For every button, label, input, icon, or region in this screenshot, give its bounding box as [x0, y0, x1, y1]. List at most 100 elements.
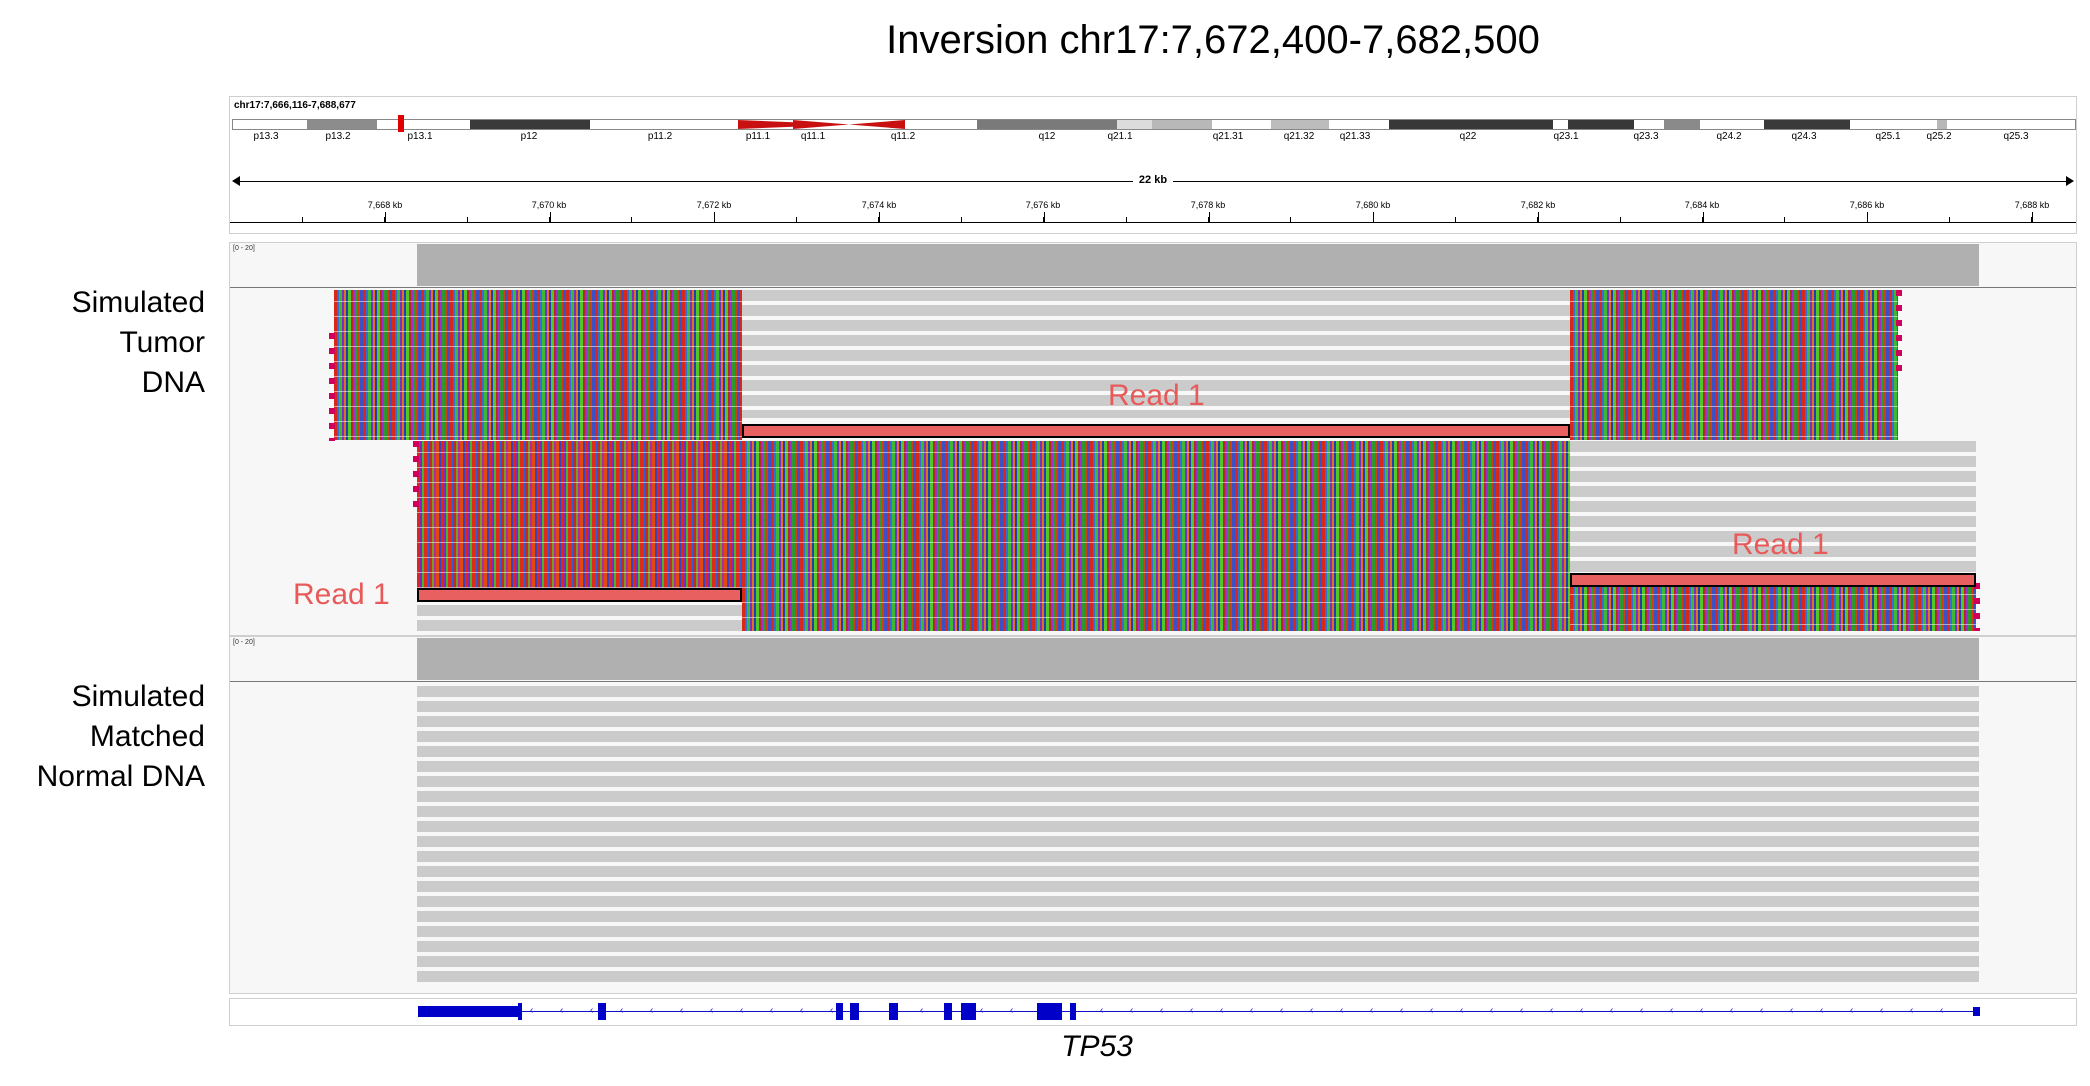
coverage-separator	[230, 287, 2076, 288]
band-label: q12	[1038, 131, 1056, 142]
ruler-major-tick	[385, 212, 386, 222]
strand-chevron-icon: ‹	[1580, 1005, 1584, 1016]
strand-chevron-icon: ‹	[1940, 1005, 1944, 1016]
strand-chevron-icon: ‹	[1190, 1005, 1194, 1016]
tumor-coverage-bar[interactable]	[417, 244, 1979, 286]
gene-exon[interactable]	[1037, 1003, 1059, 1020]
strand-chevron-icon: ‹	[1850, 1005, 1854, 1016]
strand-chevron-icon: ‹	[1550, 1005, 1554, 1016]
gene-exon[interactable]	[944, 1003, 952, 1020]
strand-chevron-icon: ‹	[1340, 1005, 1344, 1016]
ruler-minor-tick	[1290, 217, 1292, 222]
ruler-major-tick	[2032, 212, 2033, 222]
read1-split-segment[interactable]	[417, 588, 742, 602]
gene-exon[interactable]	[961, 1003, 976, 1020]
band-label: p11.1	[745, 131, 771, 142]
coverage-separator	[230, 681, 2076, 682]
strand-chevron-icon: ‹	[1310, 1005, 1314, 1016]
mismatch-reads-left[interactable]	[417, 441, 742, 589]
inverted-segment-reads[interactable]	[742, 441, 1570, 631]
band-label: q24.2	[1716, 131, 1742, 142]
band-label: p11.2	[647, 131, 673, 142]
band-label: q22	[1459, 131, 1477, 142]
ruler-major-tick	[1867, 212, 1869, 222]
gene-exon[interactable]	[1973, 1007, 1980, 1016]
strand-chevron-icon: ‹	[1910, 1005, 1914, 1016]
tumor-label-line: Tumor	[119, 326, 205, 359]
soft-clipped-reads-right[interactable]	[1570, 290, 1898, 440]
strand-chevron-icon: ‹	[980, 1005, 984, 1016]
ruler-tick-label: 7,676 kb	[1025, 200, 1061, 210]
band-label: q21.1	[1107, 131, 1133, 142]
read1-label: Read 1	[1732, 528, 1829, 561]
strand-chevron-icon: ‹	[1640, 1005, 1644, 1016]
ruler-major-tick	[1208, 212, 1210, 222]
aligned-reads[interactable]	[417, 686, 1979, 986]
strand-chevron-icon: ‹	[1820, 1005, 1824, 1016]
normal-coverage-bar[interactable]	[417, 638, 1979, 680]
tumor-alignment-track[interactable]: [0 - 20] Read 1 Read 1 Read 1	[229, 242, 2077, 636]
aligned-reads[interactable]	[417, 605, 742, 631]
read1-split-segment[interactable]	[742, 424, 1570, 438]
ruler-tick-label: 7,678 kb	[1190, 200, 1226, 210]
strand-chevron-icon: ‹	[1790, 1005, 1794, 1016]
read-end-markers	[329, 333, 335, 441]
aligned-reads[interactable]	[1570, 441, 1976, 579]
normal-alignment-track[interactable]: [0 - 20]	[229, 636, 2077, 994]
ruler-minor-tick	[1372, 217, 1374, 222]
gene-track[interactable]: ‹ ‹ ‹ ‹ ‹ ‹ ‹ ‹ ‹ ‹ ‹ ‹ ‹ ‹ ‹ ‹ ‹ ‹ ‹ ‹ ‹ ‹ ‹ ‹ ‹ ‹ ‹ ‹ ‹ ‹ ‹ ‹ ‹ ‹ ‹ ‹ ‹ ‹ ‹ ‹…	[229, 998, 2077, 1026]
ruler-minor-tick	[466, 217, 468, 222]
band-label: q25.1	[1875, 131, 1901, 142]
chromosome-ideogram[interactable]	[232, 119, 2076, 130]
gene-exon[interactable]	[836, 1003, 843, 1020]
strand-chevron-icon: ‹	[1460, 1005, 1464, 1016]
strand-chevron-icon: ‹	[740, 1005, 744, 1016]
soft-clipped-reads-left[interactable]	[334, 290, 742, 440]
strand-chevron-icon: ‹	[1670, 1005, 1674, 1016]
ruler-tick-label: 7,680 kb	[1355, 200, 1391, 210]
ruler-minor-tick	[1207, 217, 1209, 222]
ruler-minor-tick	[1701, 217, 1703, 222]
strand-chevron-icon: ‹	[590, 1005, 594, 1016]
ruler-minor-tick	[1949, 217, 1950, 222]
band-label: q21.33	[1339, 131, 1371, 142]
band-label: p13.1	[407, 131, 433, 142]
ruler-minor-tick	[549, 217, 551, 222]
strand-chevron-icon: ‹	[1160, 1005, 1164, 1016]
normal-label-line: Simulated	[71, 680, 205, 713]
ruler-minor-tick	[302, 217, 303, 222]
gene-exon[interactable]	[418, 1006, 518, 1017]
ruler-tick-label: 7,686 kb	[1849, 200, 1885, 210]
ruler-major-tick	[1373, 212, 1375, 222]
gene-exon[interactable]	[518, 1003, 522, 1020]
strand-chevron-icon: ‹	[530, 1005, 534, 1016]
strand-chevron-icon: ‹	[800, 1005, 804, 1016]
band-label: q11.1	[800, 131, 826, 142]
ruler-major-tick	[714, 212, 716, 222]
gene-exon[interactable]	[1059, 1003, 1062, 1020]
read-end-markers	[1896, 290, 1902, 380]
read1-split-segment[interactable]	[1570, 573, 1976, 587]
ruler-minor-tick	[384, 217, 386, 222]
aligned-reads[interactable]	[742, 290, 1570, 418]
chromosome-ideogram-panel[interactable]: chr17:7,666,116-7,688,677 p13.3 p13.2 p1…	[229, 96, 2077, 234]
strand-chevron-icon: ‹	[1100, 1005, 1104, 1016]
gene-exon[interactable]	[850, 1003, 859, 1020]
strand-chevron-icon: ‹	[1430, 1005, 1434, 1016]
gene-exon[interactable]	[598, 1003, 606, 1020]
gene-exon[interactable]	[889, 1003, 898, 1020]
gene-exon[interactable]	[1070, 1003, 1076, 1020]
read-end-markers	[1974, 583, 1980, 631]
ruler-baseline	[230, 222, 2076, 223]
ruler-minor-tick	[1866, 217, 1868, 222]
band-label: q24.3	[1791, 131, 1817, 142]
coverage-range-label: [0 - 20]	[233, 639, 255, 646]
read1-label: Read 1	[1108, 379, 1205, 412]
ruler-minor-tick	[960, 217, 962, 222]
ruler-minor-tick	[1043, 217, 1045, 222]
strand-chevron-icon: ‹	[830, 1005, 834, 1016]
soft-clipped-reads-right-lower[interactable]	[1570, 583, 1976, 631]
band-label: q21.31	[1212, 131, 1244, 142]
strand-chevron-icon: ‹	[1490, 1005, 1494, 1016]
ruler-tick-label: 7,668 kb	[367, 200, 403, 210]
